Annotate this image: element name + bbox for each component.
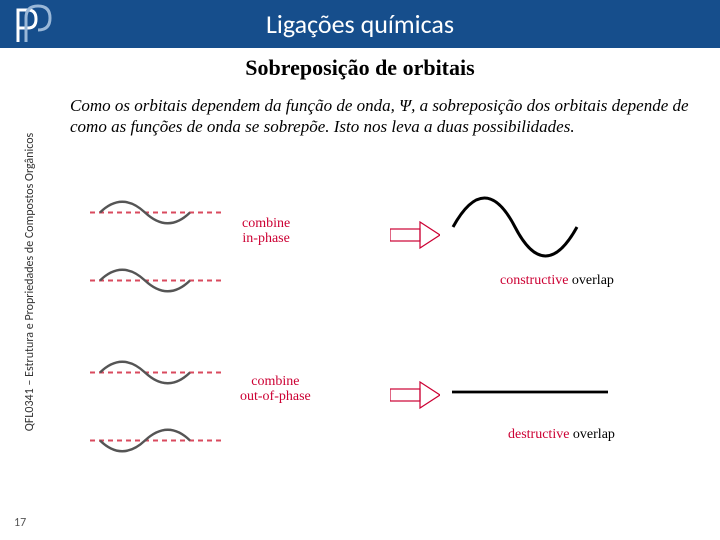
logo-icon bbox=[6, 4, 54, 44]
label-line: in-phase bbox=[242, 232, 290, 247]
label-combine-outphase: combine out-of-phase bbox=[240, 375, 311, 404]
label-line: combine bbox=[240, 375, 311, 390]
label-part-red: constructive bbox=[500, 273, 568, 288]
sidebar-course-label: QFL0341 – Estrutura e Propriedades de Co… bbox=[23, 92, 37, 472]
label-line: combine bbox=[242, 217, 290, 232]
wave-outphase-1 bbox=[90, 345, 225, 400]
wave-inphase-2 bbox=[90, 253, 225, 308]
diagram-orbital-overlap: combine in-phase constructive overlap bbox=[90, 185, 650, 495]
slide: Ligações químicas Sobreposição de orbita… bbox=[0, 0, 720, 540]
label-part-black: overlap bbox=[568, 273, 613, 288]
label-constructive-overlap: constructive overlap bbox=[500, 273, 614, 289]
label-part-black: overlap bbox=[569, 427, 614, 442]
wave-outphase-2 bbox=[90, 413, 225, 468]
body-paragraph: Como os orbitais dependem da função de o… bbox=[70, 95, 690, 138]
page-number: 17 bbox=[14, 516, 26, 530]
wave-destructive-result bbox=[450, 382, 610, 402]
arrow-icon bbox=[390, 380, 440, 415]
label-combine-inphase: combine in-phase bbox=[242, 217, 290, 246]
wave-constructive-result bbox=[450, 177, 580, 277]
slide-subtitle: Sobreposição de orbitais bbox=[0, 55, 720, 81]
label-part-red: destructive bbox=[508, 427, 569, 442]
label-destructive-overlap: destructive overlap bbox=[508, 427, 615, 443]
arrow-icon bbox=[390, 220, 440, 255]
label-line: out-of-phase bbox=[240, 390, 311, 405]
wave-inphase-1 bbox=[90, 185, 225, 240]
slide-title: Ligações químicas bbox=[266, 8, 454, 40]
title-bar: Ligações químicas bbox=[0, 0, 720, 48]
